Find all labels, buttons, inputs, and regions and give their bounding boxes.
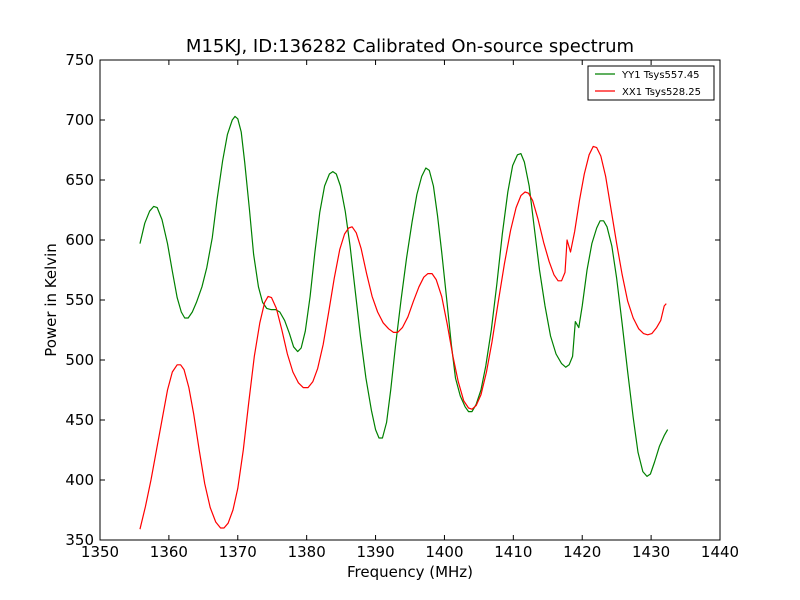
legend-label-xx1: XX1 Tsys528.25: [622, 87, 701, 98]
y-tick-label: 750: [65, 51, 94, 69]
y-tick-label: 350: [65, 531, 94, 549]
y-tick-label: 500: [65, 351, 94, 369]
x-tick-label: 1440: [701, 543, 739, 561]
x-tick-label: 1400: [425, 543, 463, 561]
x-tick-label: 1430: [632, 543, 670, 561]
y-tick-label: 400: [65, 471, 94, 489]
plot-area: [99, 59, 721, 541]
chart-title: M15KJ, ID:136282 Calibrated On-source sp…: [186, 36, 634, 57]
series-line-yy1: [139, 115, 669, 477]
x-tick-label: 1390: [356, 543, 394, 561]
legend: YY1 Tsys557.45 XX1 Tsys528.25: [587, 65, 715, 101]
x-tick-label: 1410: [494, 543, 532, 561]
y-tick-label: 650: [65, 171, 94, 189]
plot-frame: [99, 59, 721, 541]
x-tick-labels: 1350 1360 1370 1380 1390 1400 1410 1420 1430 1440: [81, 543, 739, 561]
y-axis-label: Power in Kelvin: [42, 243, 60, 357]
y-tick-labels: 350 400 450 500 550 600 650 700 750: [65, 51, 94, 549]
legend-label-yy1: YY1 Tsys557.45: [621, 70, 700, 81]
plot-background: [100, 60, 720, 540]
x-tick-label: 1360: [150, 543, 188, 561]
y-tick-label: 450: [65, 411, 94, 429]
x-tick-label: 1380: [288, 543, 326, 561]
legend-box: [587, 65, 715, 101]
x-tick-label: 1350: [81, 543, 119, 561]
x-tick-label: 1420: [563, 543, 601, 561]
x-tick-label: 1370: [219, 543, 257, 561]
series-line-xx1: [139, 145, 667, 530]
x-axis-label: Frequency (MHz): [347, 563, 473, 581]
y-tick-label: 600: [65, 231, 94, 249]
y-tick-label: 700: [65, 111, 94, 129]
y-tick-label: 550: [65, 291, 94, 309]
series-layer: [139, 115, 669, 530]
